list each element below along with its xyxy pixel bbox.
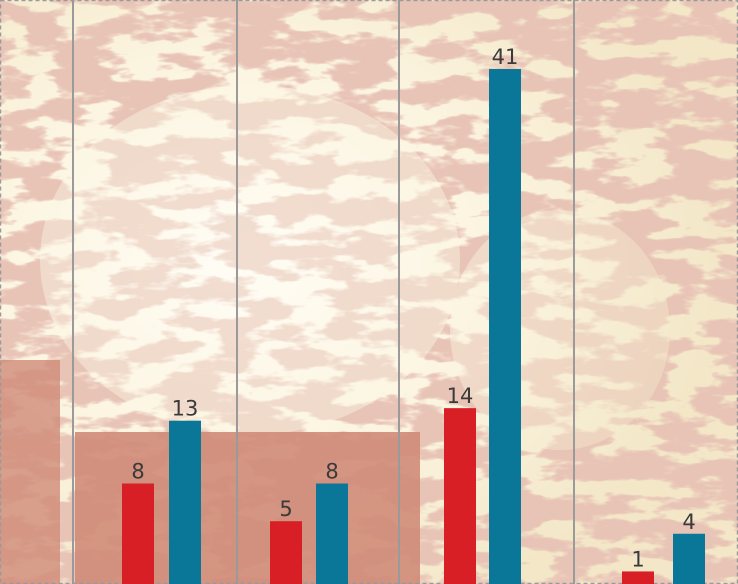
bar-series2-group3 bbox=[489, 69, 521, 584]
data-label-series2-group3: 41 bbox=[492, 45, 519, 69]
bar-series1-group1 bbox=[122, 483, 154, 584]
bar-series2-group1 bbox=[169, 420, 201, 584]
data-label-series1-group2: 5 bbox=[279, 497, 292, 521]
bars-group bbox=[122, 69, 705, 584]
bar-series1-group2 bbox=[270, 521, 302, 584]
data-label-series1-group1: 8 bbox=[131, 460, 144, 484]
data-label-series2-group1: 13 bbox=[172, 397, 199, 421]
data-label-series2-group2: 8 bbox=[325, 460, 338, 484]
bar-series2-group2 bbox=[316, 483, 348, 584]
data-label-series1-group4: 1 bbox=[631, 547, 644, 571]
bar-series1-group3 bbox=[444, 408, 476, 584]
bar-series2-group4 bbox=[673, 533, 705, 584]
bar-series1-group4 bbox=[622, 571, 654, 584]
data-label-series2-group4: 4 bbox=[682, 510, 695, 534]
data-label-series1-group3: 14 bbox=[447, 384, 474, 408]
